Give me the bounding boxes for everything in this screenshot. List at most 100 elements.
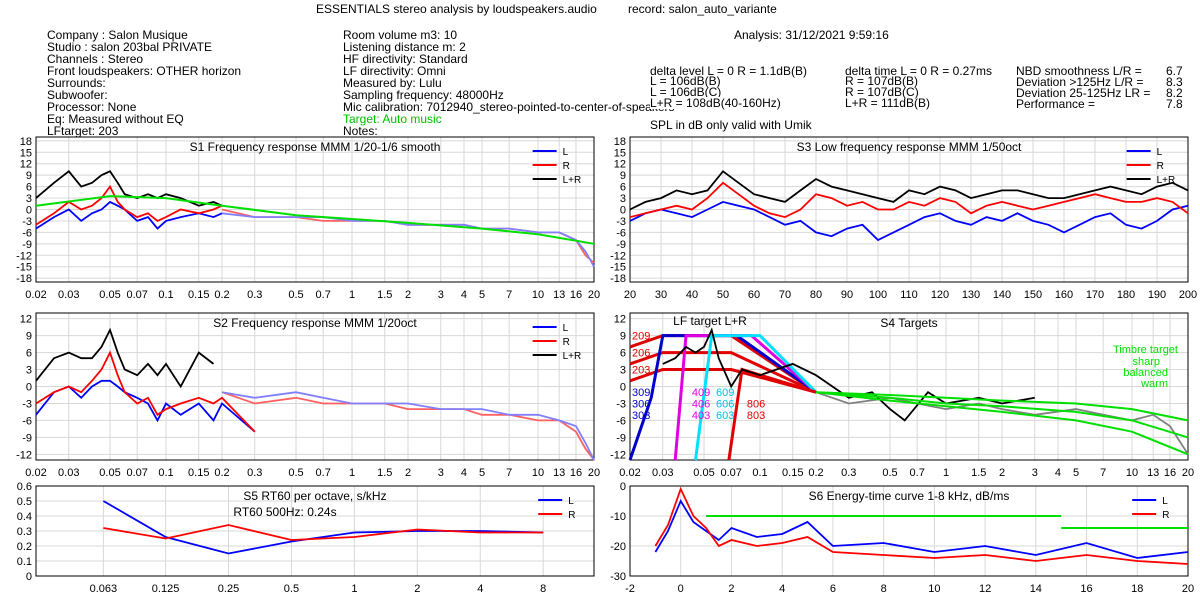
x-tick-label: 6 <box>830 583 836 595</box>
x-tick-label: 1.5 <box>971 467 986 479</box>
y-tick-label: 0 <box>26 382 32 394</box>
x-tick-label: 13 <box>553 467 565 479</box>
x-tick-label: 1 <box>349 289 355 301</box>
info-hf-directivity: HF directivity: Standard <box>343 52 468 66</box>
chart-title: S5 RT60 per octave, s/kHz <box>243 489 386 503</box>
x-tick-label: 5 <box>479 467 485 479</box>
x-tick-label: 0 <box>678 583 684 595</box>
x-tick-label: 90 <box>841 289 853 301</box>
spl-note: SPL in dB only valid with Umik <box>650 118 812 132</box>
info-lftarget: LFtarget: 203 <box>47 124 119 138</box>
y-tick-label: -18 <box>610 273 626 285</box>
y-tick-label: 0.5 <box>17 496 32 508</box>
y-tick-label: -9 <box>616 239 626 251</box>
chart-s2: 0.02 0.03 0.05 0.07 0.1 0.15 0.2 0.3 0.5 0.7 1 1.5 2… <box>16 312 600 479</box>
x-tick-label: 170 <box>1086 289 1104 301</box>
series-sharp <box>815 391 1189 422</box>
x-tick-label: 0.5 <box>288 467 303 479</box>
x-tick-label: 30 <box>655 289 667 301</box>
lf-target-title: LF target L+R <box>673 314 747 328</box>
x-tick-label: 160 <box>1055 289 1073 301</box>
y-tick-label: 9 <box>26 170 32 182</box>
x-tick-label: 7 <box>1100 467 1106 479</box>
x-tick-label: 0.02 <box>25 289 46 301</box>
series-lb-hf <box>221 391 595 461</box>
series-l <box>35 379 256 433</box>
series-l-r <box>35 327 215 389</box>
x-tick-label: 0.02 <box>25 467 46 479</box>
x-tick-label: 20 <box>588 289 600 301</box>
y-tick-label: 0 <box>620 205 626 217</box>
y-tick-label: -10 <box>610 511 626 523</box>
x-tick-label: 0.05 <box>99 289 120 301</box>
x-tick-label: 0.07 <box>720 467 741 479</box>
target-label-606: 606 <box>716 398 734 410</box>
x-tick-label: 7 <box>506 289 512 301</box>
x-tick-label: 0.3 <box>247 467 262 479</box>
info-mid-block: Room volume m3: 10 Listening distance m:… <box>343 29 675 137</box>
y-tick-label: 6 <box>620 348 626 360</box>
legend-label: L <box>1162 496 1168 507</box>
info-lf-directivity: LF directivity: Omni <box>343 64 446 78</box>
x-tick-label: 5 <box>479 289 485 301</box>
x-tick-label: 2 <box>728 583 734 595</box>
chart-title: S2 Frequency response MMM 1/20oct <box>213 316 417 330</box>
info-studio: Studio : salon 203bal PRIVATE <box>47 40 212 54</box>
y-tick-label: -18 <box>16 273 32 285</box>
y-tick-label: 6 <box>26 348 32 360</box>
x-tick-label: 120 <box>931 289 949 301</box>
series-r <box>35 350 256 433</box>
x-tick-label: 4 <box>1055 467 1061 479</box>
info-left-block: Company : Salon Musique Studio : salon 2… <box>47 29 241 137</box>
legend-label: L <box>563 323 569 334</box>
series-r <box>103 524 544 541</box>
dev-hi-label: Deviation >125Hz L/R = <box>1016 75 1144 89</box>
y-tick-label: -6 <box>616 415 626 427</box>
x-tick-label: 2 <box>999 467 1005 479</box>
y-tick-label: 15 <box>614 147 626 159</box>
x-tick-label: 18 <box>1131 583 1143 595</box>
level-lr-total: L+R = 111dB(B) <box>845 96 930 110</box>
target-label-806: 806 <box>747 398 765 410</box>
series-r <box>35 184 223 226</box>
legend-label: L+R <box>563 351 582 362</box>
y-tick-label: -3 <box>616 398 626 410</box>
y-tick-label: 18 <box>614 136 626 148</box>
x-tick-label: 0.03 <box>652 467 673 479</box>
x-tick-label: 10 <box>928 583 940 595</box>
y-tick-label: -3 <box>22 216 32 228</box>
x-tick-label: 0.1 <box>158 289 173 301</box>
x-tick-label: 0.25 <box>218 583 239 595</box>
x-tick-label: 0.125 <box>152 583 180 595</box>
info-surrounds: Surrounds: <box>47 76 106 90</box>
target-label-609: 609 <box>716 387 734 399</box>
y-tick-label: -30 <box>610 571 626 583</box>
nbd-label: NBD smoothness L/R = <box>1016 64 1142 78</box>
x-tick-label: 0.7 <box>316 467 331 479</box>
x-tick-label: 3 <box>1032 467 1038 479</box>
target-label-406: 406 <box>692 398 710 410</box>
x-tick-label: 4 <box>779 583 785 595</box>
y-tick-label: 0 <box>26 571 32 583</box>
delta-level: delta level L = 0 R = 1.1dB(B) <box>650 64 807 78</box>
x-tick-label: 0.03 <box>58 467 79 479</box>
plot-frame <box>35 312 595 461</box>
x-tick-label: 150 <box>1024 289 1042 301</box>
x-tick-label: 180 <box>1117 289 1135 301</box>
y-tick-label: 0 <box>26 205 32 217</box>
x-tick-label: 2 <box>405 289 411 301</box>
info-channels: Channels : Stereo <box>47 52 144 66</box>
y-tick-label: 9 <box>620 331 626 343</box>
series-target <box>35 195 595 245</box>
x-tick-label: 20 <box>1182 583 1194 595</box>
level-r-b: R = 107dB(B) <box>845 74 919 88</box>
y-tick-label: 15 <box>20 147 32 159</box>
x-tick-label: 16 <box>1080 583 1092 595</box>
x-tick-label: 0.15 <box>188 289 209 301</box>
legend-label: R <box>1162 510 1169 521</box>
info-processor: Processor: None <box>47 100 137 114</box>
series-measured <box>662 327 1035 422</box>
series-l <box>629 200 1189 242</box>
series-l <box>654 499 1189 559</box>
